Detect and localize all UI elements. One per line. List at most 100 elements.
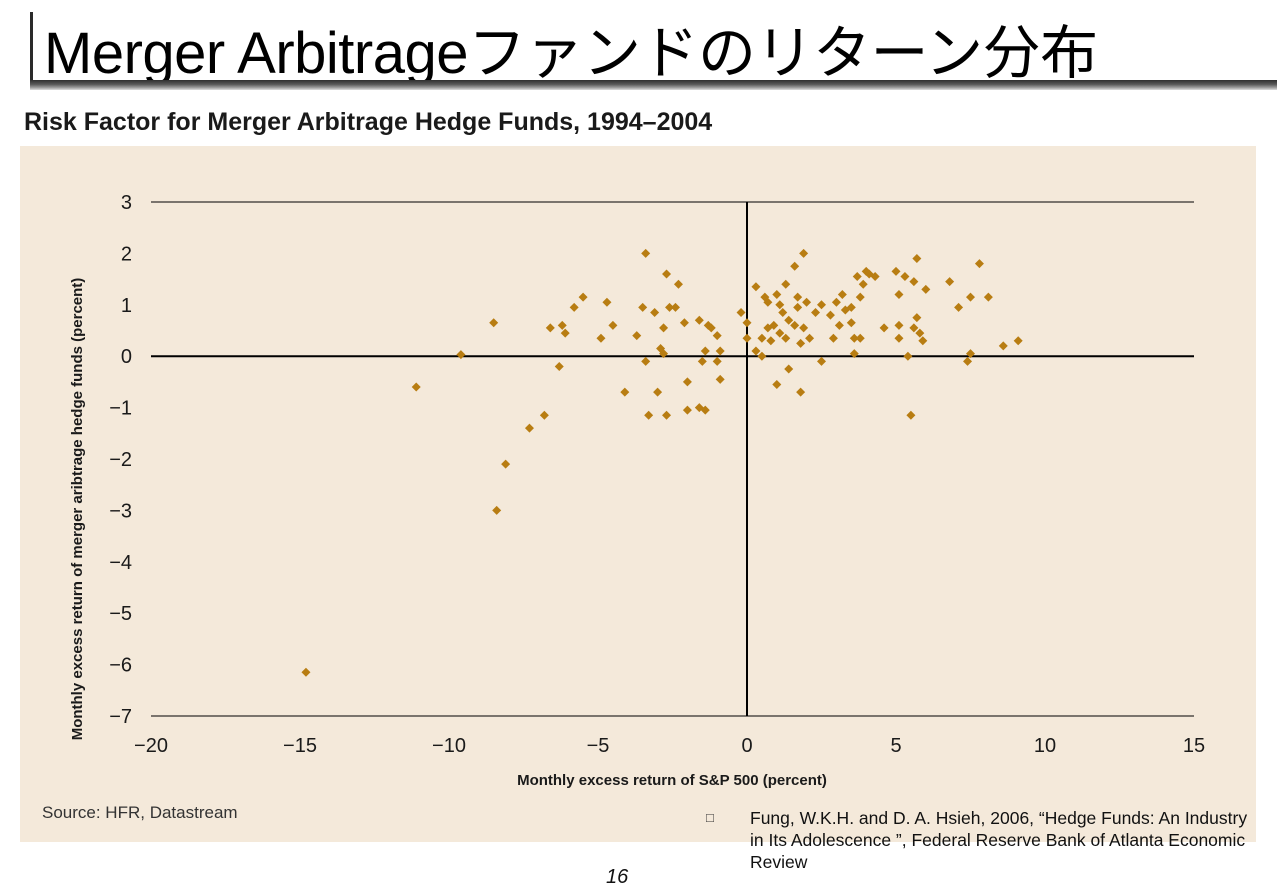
data-point [665,302,675,312]
data-point [805,333,815,343]
data-point [963,356,973,366]
data-point [954,302,964,312]
data-point [790,261,800,271]
data-point [706,323,716,333]
data-point [846,302,856,312]
data-point [560,328,570,338]
data-point [793,292,803,302]
data-point [837,290,847,300]
data-point [742,318,752,328]
data-point [411,382,421,392]
y-tick-label: −2 [109,449,132,471]
data-point [879,323,889,333]
data-point [757,333,767,343]
data-point [712,356,722,366]
data-point [894,333,904,343]
data-point [751,282,761,292]
reference-text: Fung, W.K.H. and D. A. Hsieh, 2006, “Hed… [750,808,1248,872]
data-point [736,308,746,318]
data-point [825,310,835,320]
data-point [855,292,865,302]
data-point [700,346,710,356]
data-point [670,302,680,312]
data-point [679,318,689,328]
data-point [784,364,794,374]
data-point [831,297,841,307]
data-point [697,356,707,366]
data-point [715,374,725,384]
x-tick-label: 15 [1183,735,1205,757]
data-point [694,315,704,325]
y-tick-label: 2 [121,243,132,265]
data-points [301,248,1023,677]
data-point [644,410,654,420]
data-point [945,277,955,287]
data-point [802,297,812,307]
data-point [662,269,672,279]
data-point [906,410,916,420]
data-point [456,350,466,360]
y-tick-label: −3 [109,500,132,522]
data-point [554,361,564,371]
data-point [909,277,919,287]
x-axis-label: Monthly excess return of S&P 500 (percen… [517,772,827,789]
data-point [849,333,859,343]
data-point [772,290,782,300]
data-point [900,272,910,282]
data-point [659,349,669,359]
y-tick-label: −4 [109,552,132,574]
data-point [855,333,865,343]
data-point [903,351,913,361]
data-point [811,308,821,318]
data-point [817,300,826,310]
data-point [983,292,993,302]
data-point [849,349,859,359]
y-tick-label: −1 [109,398,132,420]
y-tick-label: −6 [109,655,132,677]
data-point [918,336,928,346]
data-point [775,300,785,310]
data-point [772,379,782,389]
data-point [682,377,692,387]
data-point [775,328,785,338]
x-tick-label: 5 [890,735,901,757]
data-point [915,328,925,338]
data-point [781,333,791,343]
data-point [682,405,692,415]
data-point [1013,336,1023,346]
data-point [301,667,311,677]
data-point [966,292,975,302]
y-tick-label: −7 [109,706,132,728]
data-point [641,248,651,258]
data-point [751,346,761,356]
grid-layer [151,201,1194,717]
x-tick-label: −15 [283,735,317,757]
data-point [620,387,630,397]
data-point [650,308,660,318]
chart-panel: −7 −6 −5 −4 −3 −2 −1 0 1 2 3 −20 −15 −10 −5 0 5 10 15 Mont… [20,146,1256,842]
title-underline-bar [30,80,1277,90]
slide-title: Merger Arbitrageファンドのリターン分布 [44,21,1098,86]
data-point [700,405,710,415]
data-point [641,356,651,366]
y-tick-label: 3 [121,192,132,214]
data-point [781,279,791,289]
data-point [894,290,904,300]
data-point [557,320,567,330]
y-tick-label: −5 [109,603,132,625]
data-point [715,346,725,356]
data-point [545,323,555,333]
data-point [912,254,922,264]
source-note: Source: HFR, Datastream [42,803,238,822]
data-point [539,410,549,420]
data-point [578,292,588,302]
data-point [784,315,794,325]
data-point [796,387,806,397]
data-point [828,333,838,343]
data-point [891,266,901,276]
y-tick-label: 0 [121,346,132,368]
data-point [790,320,800,330]
axes-layer [151,202,1194,716]
data-point [846,318,856,328]
